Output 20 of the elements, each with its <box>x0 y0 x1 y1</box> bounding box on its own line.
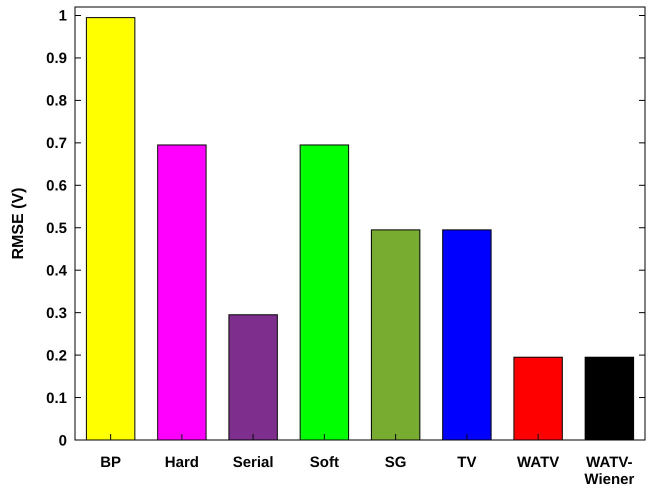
x-tick-label: SG <box>384 454 406 471</box>
y-tick-label: 1 <box>58 8 67 25</box>
x-tick-label: Hard <box>164 454 199 471</box>
y-tick-label: 0.3 <box>46 304 67 322</box>
x-tick-label: BP <box>100 454 122 471</box>
x-tick-label: TV <box>457 454 476 471</box>
y-tick-label: 0.7 <box>46 135 67 152</box>
y-tick-label: 0.1 <box>46 390 67 407</box>
y-tick-label: 0.2 <box>46 347 67 364</box>
y-tick-label: 0.9 <box>46 50 67 68</box>
y-tick-label: 0.8 <box>46 92 67 110</box>
y-tick-label: 0.5 <box>46 220 67 237</box>
y-tick-label: 0.4 <box>46 262 68 280</box>
x-tick-label: Serial <box>232 454 274 471</box>
x-tick-label: WATV <box>517 454 560 471</box>
x-tick-label: WATV-Wiener <box>584 454 634 486</box>
y-axis-title: RMSE (V) <box>10 188 27 260</box>
x-tick-label: Soft <box>310 454 339 471</box>
y-tick-label: 0.6 <box>46 178 67 195</box>
y-tick-label: 0 <box>58 432 67 450</box>
